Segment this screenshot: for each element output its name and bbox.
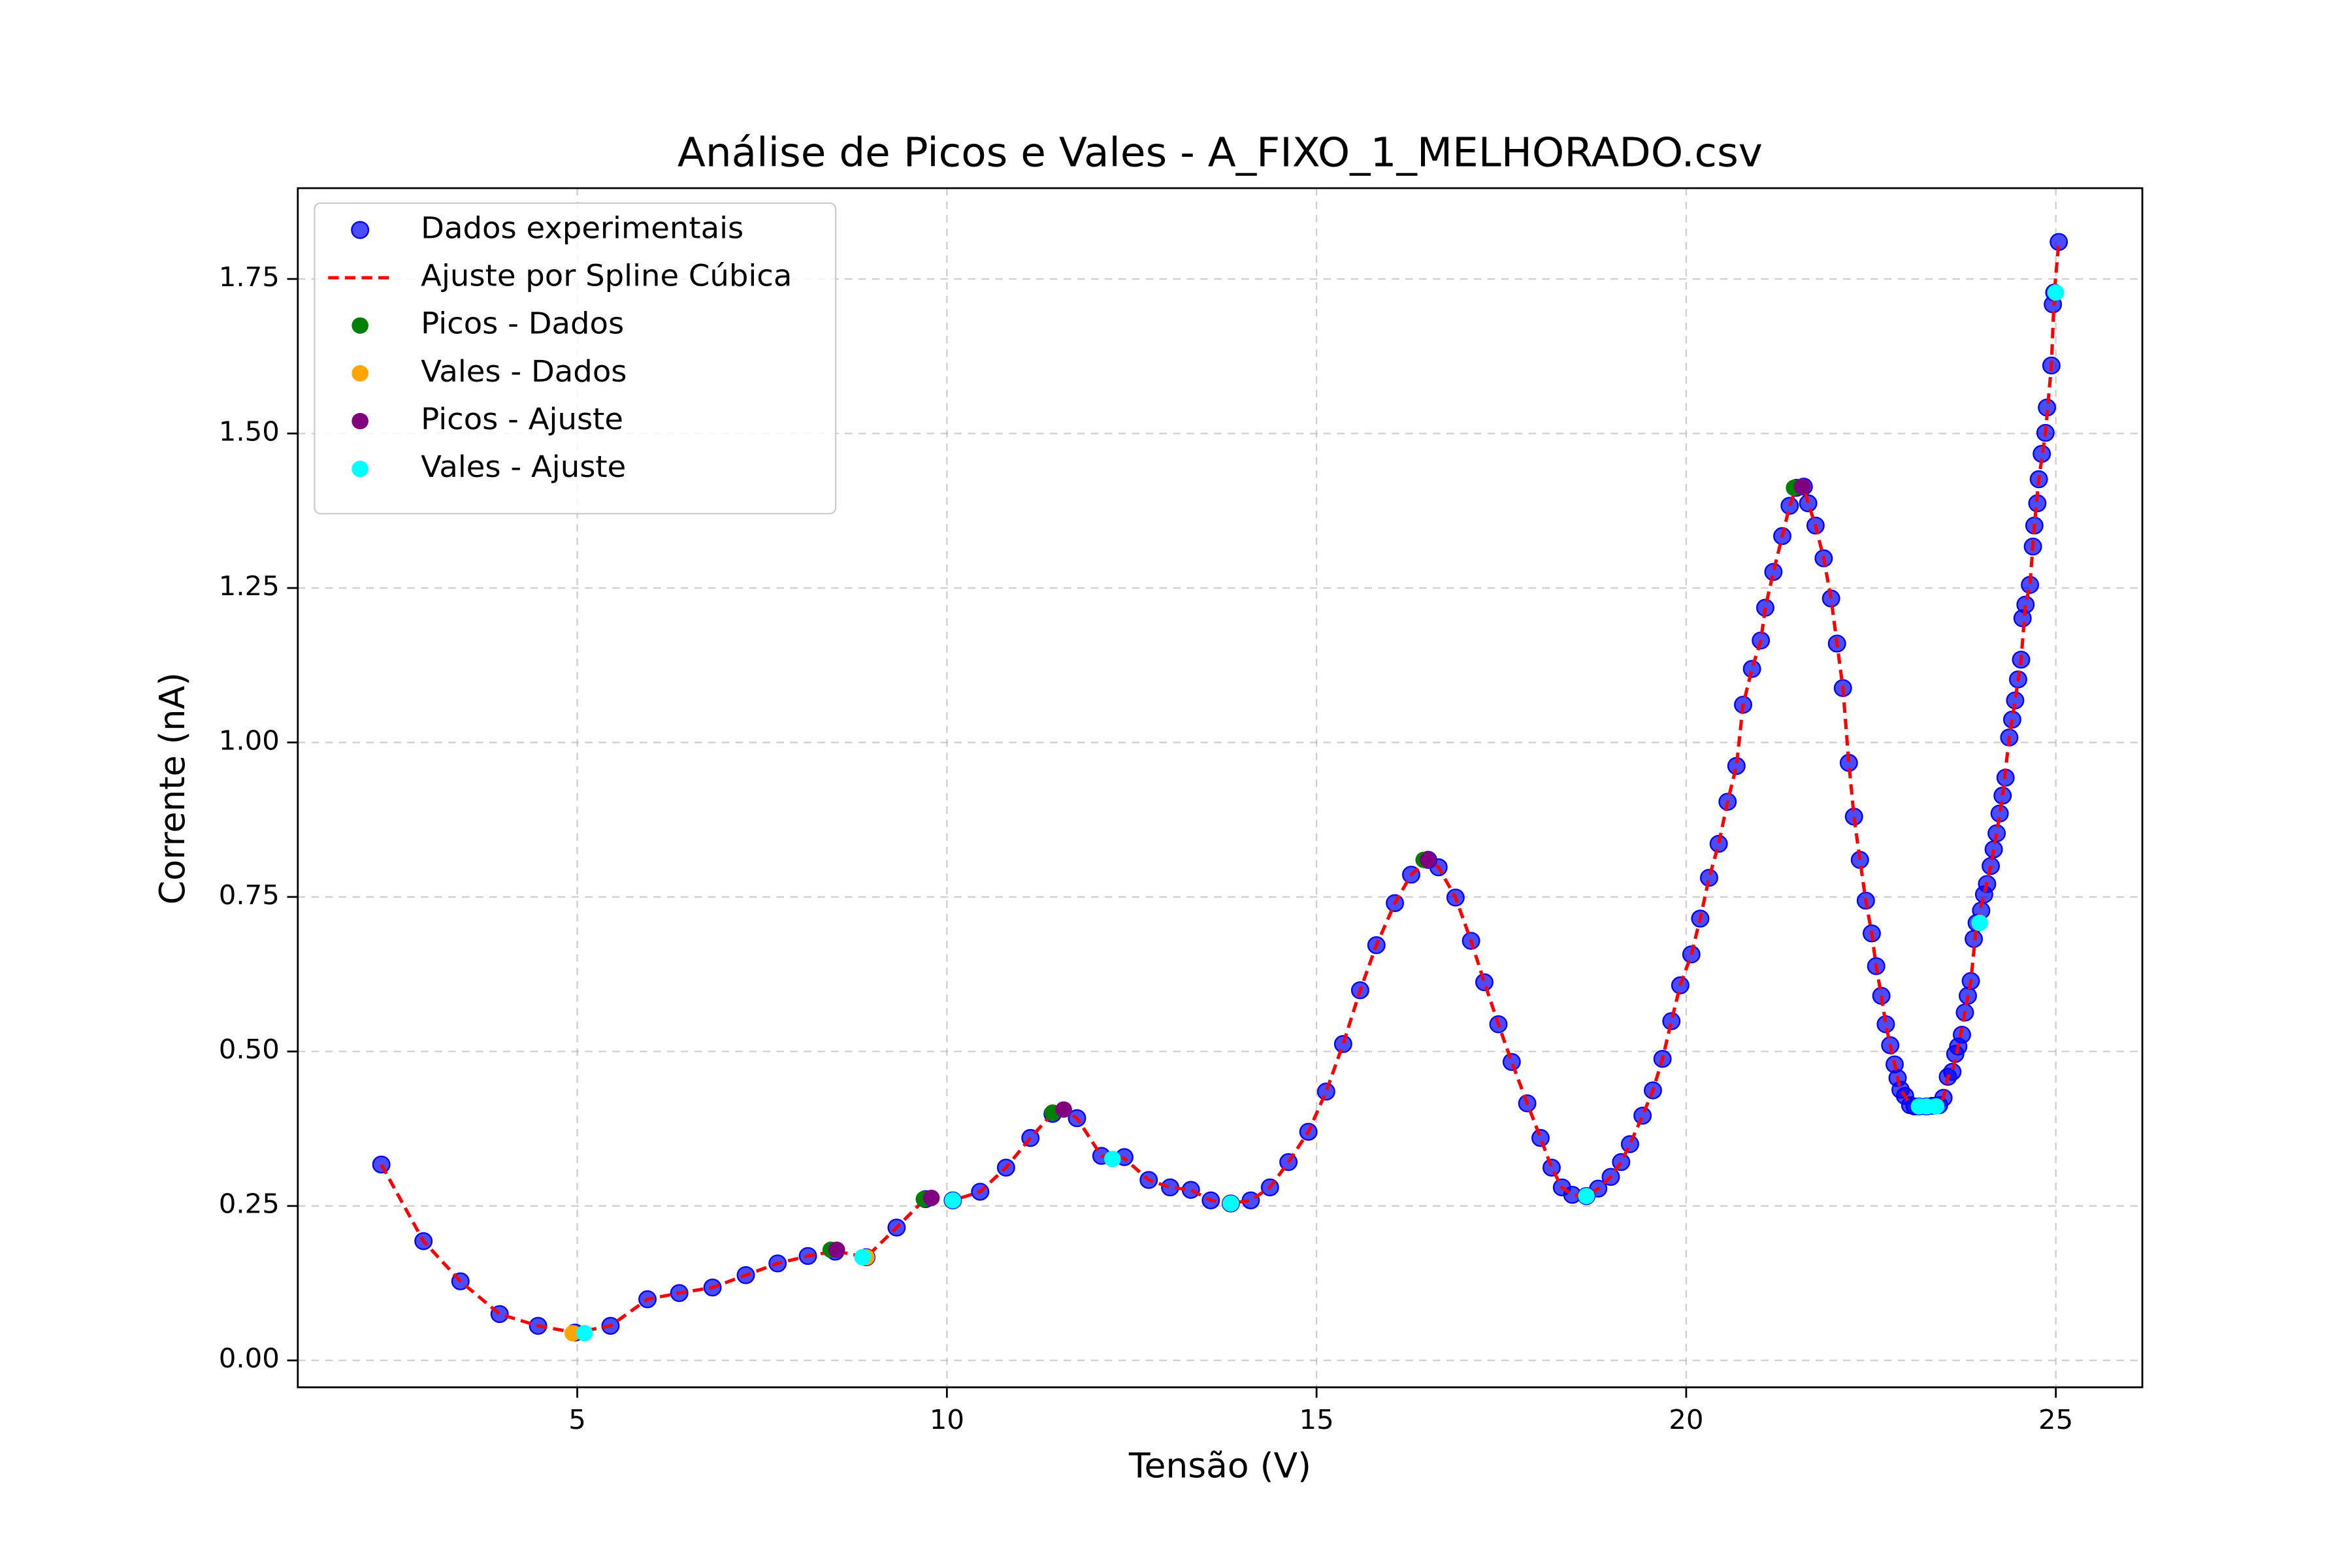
- x-tick-label: 15: [1299, 1403, 1333, 1435]
- chart-title: Análise de Picos e Vales - A_FIXO_1_MELH…: [678, 129, 1763, 176]
- x-tick-label: 5: [568, 1403, 586, 1435]
- legend-swatch: [351, 365, 368, 382]
- data-point: [1475, 973, 1494, 992]
- data-point: [2047, 284, 2065, 301]
- data-point: [1055, 1101, 1072, 1118]
- plot-area: [372, 233, 2068, 1342]
- y-tick-label: 1.00: [219, 725, 280, 757]
- data-point: [1799, 494, 1818, 513]
- data-point: [1764, 563, 1783, 581]
- axes: 5 10 15 20 25 0.00 0.25 0.50 0.75 1.00 1.25 1.50 1.7…: [219, 261, 2074, 1435]
- x-tick-label: 25: [2038, 1403, 2073, 1435]
- y-tick-label: 0.75: [219, 879, 280, 911]
- data-point: [1971, 915, 1988, 932]
- y-tick-label: 1.25: [219, 570, 280, 602]
- legend-label: Dados experimentais: [421, 210, 743, 246]
- data-point: [1742, 660, 1761, 678]
- data-point: [1578, 1188, 1595, 1205]
- data-point: [1542, 1158, 1561, 1177]
- data-point: [1793, 478, 1811, 495]
- data-point: [1222, 1195, 1239, 1212]
- legend-label: Picos - Dados: [421, 306, 624, 341]
- data-point: [1502, 1053, 1521, 1071]
- data-point: [1700, 868, 1718, 887]
- x-tick-label: 20: [1669, 1403, 1703, 1435]
- data-point: [854, 1249, 872, 1266]
- y-tick-label: 0.50: [219, 1034, 280, 1066]
- legend: Dados experimentais Ajuste por Spline Cúb…: [314, 202, 837, 515]
- y-tick-label: 0.25: [219, 1188, 280, 1220]
- x-tick-label: 10: [930, 1403, 964, 1435]
- legend-swatch: [351, 413, 368, 430]
- y-tick-label: 0.00: [219, 1343, 280, 1375]
- data-point: [1316, 1083, 1335, 1101]
- grid: [297, 188, 2143, 1388]
- legend-label: Picos - Ajuste: [421, 401, 623, 436]
- data-point: [923, 1189, 940, 1207]
- data-point: [1620, 1135, 1639, 1153]
- data-point: [1420, 851, 1437, 868]
- legend-box: [314, 202, 837, 515]
- fit-line: [380, 242, 2061, 1335]
- legend-swatch: [351, 221, 370, 239]
- data-point: [1333, 1035, 1352, 1053]
- axes-frame: [297, 187, 2144, 1388]
- data-point: [1662, 1012, 1681, 1030]
- data-point: [828, 1241, 845, 1258]
- legend-label: Vales - Ajuste: [421, 449, 626, 484]
- data-point: [1633, 1107, 1652, 1125]
- data-point: [1927, 1098, 1945, 1115]
- data-point: [564, 1325, 581, 1342]
- legend-swatch: [351, 317, 368, 334]
- legend-swatch: [351, 461, 368, 478]
- legend-label: Vales - Dados: [421, 353, 627, 389]
- legend-label: Ajuste por Spline Cúbica: [421, 258, 792, 293]
- y-tick-label: 1.75: [219, 261, 280, 293]
- data-point: [1531, 1129, 1550, 1147]
- data-point: [1104, 1151, 1121, 1168]
- data-point: [1709, 834, 1728, 853]
- data-point: [944, 1192, 962, 1209]
- y-axis-label: Corrente (nA): [152, 672, 193, 905]
- x-axis-label: Tensão (V): [1128, 1446, 1311, 1486]
- data-point: [576, 1325, 593, 1342]
- y-tick-label: 1.50: [219, 416, 280, 448]
